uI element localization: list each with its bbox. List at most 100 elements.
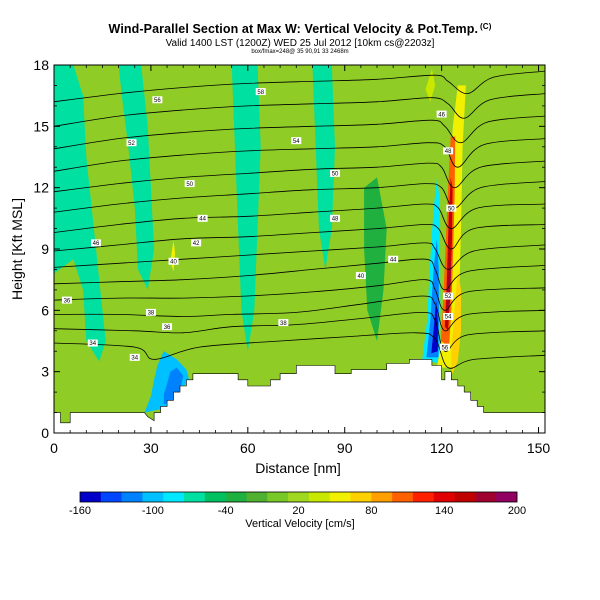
contour-label-15: 52 xyxy=(128,141,135,147)
contour-label-bg-10 xyxy=(197,214,208,222)
x-tick-label: 0 xyxy=(50,440,58,456)
y-axis-label: Height [Kft MSL] xyxy=(9,198,25,300)
theta-contour-52 xyxy=(54,160,545,193)
colorbar-label: Vertical Velocity [cm/s] xyxy=(245,518,354,530)
contour-label-bg-23 xyxy=(443,312,454,320)
contour-label-10: 44 xyxy=(199,217,206,223)
colorbar-tick-label: -160 xyxy=(69,505,91,517)
theta-contour-40 xyxy=(54,279,545,311)
theta-contour-60 xyxy=(54,70,545,103)
y-tick-label: 18 xyxy=(33,57,49,73)
colorbar-swatch-4 xyxy=(163,492,185,502)
theta-contour-42 xyxy=(54,258,545,291)
contour-label-11: 46 xyxy=(93,241,100,247)
contour-label-bg-9 xyxy=(388,255,399,263)
colorbar-frame xyxy=(79,491,518,503)
velocity-region-6 xyxy=(163,367,184,405)
velocity-region-0 xyxy=(54,65,106,362)
theta-contour-44 xyxy=(54,242,545,270)
colorbar-swatch-10 xyxy=(288,492,310,502)
contour-label-bg-6 xyxy=(278,319,289,327)
y-tick-label: 3 xyxy=(41,364,49,380)
contour-label-1: 36 xyxy=(64,298,71,304)
colorbar-swatch-6 xyxy=(204,492,226,502)
colorbar-swatch-7 xyxy=(225,492,247,502)
contour-label-5: 36 xyxy=(164,325,171,331)
colorbar-tick-label: -40 xyxy=(218,505,234,517)
theta-contour-54 xyxy=(54,138,545,172)
contour-label-12: 48 xyxy=(332,217,339,223)
contour-label-bg-4 xyxy=(129,353,140,361)
contour-label-bg-19 xyxy=(436,110,447,118)
colorbar-swatch-5 xyxy=(184,492,206,502)
y-tick-label: 0 xyxy=(41,425,49,441)
contour-label-bg-24 xyxy=(439,343,450,351)
chart-title-text: Wind-Parallel Section at Max W: Vertical… xyxy=(108,22,479,36)
theta-contour-56 xyxy=(54,115,545,150)
colorbar-swatch-12 xyxy=(329,492,351,502)
contour-label-bg-12 xyxy=(330,214,341,222)
colorbar-swatch-9 xyxy=(267,492,289,502)
velocity-region-5 xyxy=(144,351,190,413)
theta-contour-38 xyxy=(54,295,545,332)
contour-label-18: 58 xyxy=(257,90,264,96)
colorbar-swatch-11 xyxy=(308,492,331,502)
contour-label-14: 50 xyxy=(332,172,339,178)
contour-label-21: 50 xyxy=(448,206,455,212)
contour-label-19: 46 xyxy=(438,112,445,118)
contour-label-bg-3 xyxy=(168,257,179,265)
colorbar-swatch-13 xyxy=(350,492,372,502)
contour-label-6: 38 xyxy=(280,321,287,327)
colorbar-swatch-20 xyxy=(496,492,518,502)
contour-label-22: 52 xyxy=(445,294,452,300)
chart-subtitle: Valid 1400 LST (1200Z) WED 25 Jul 2012 [… xyxy=(165,38,435,49)
contour-label-bg-7 xyxy=(355,272,366,280)
y-tick-label: 15 xyxy=(33,118,49,134)
colorbar-tick-label: 140 xyxy=(435,505,453,517)
y-tick-label: 9 xyxy=(41,241,49,257)
contour-label-23: 54 xyxy=(445,315,452,321)
contour-label-bg-0 xyxy=(87,339,98,347)
contour-label-bg-22 xyxy=(443,292,454,300)
colorbar-tick-label: 80 xyxy=(365,505,377,517)
contour-label-bg-11 xyxy=(90,239,101,247)
colorbar: -160 -100 -40 20 80 140 200 xyxy=(69,491,526,517)
contour-label-bg-17 xyxy=(152,96,163,104)
contour-label-8: 42 xyxy=(193,241,200,247)
y-tick-label: 6 xyxy=(41,302,49,318)
contour-label-bg-5 xyxy=(162,323,173,331)
contour-label-bg-20 xyxy=(443,147,454,155)
velocity-region-1 xyxy=(118,65,155,290)
colorbar-swatch-14 xyxy=(371,492,393,502)
contour-label-17: 56 xyxy=(154,98,161,104)
x-tick-label: 90 xyxy=(337,440,353,456)
contour-label-bg-13 xyxy=(184,180,195,188)
theta-contour-58 xyxy=(54,93,545,127)
contour-label-bg-2 xyxy=(145,308,156,316)
plot-area: 34 36 38 40 34 36 38 40 42 44 44 46 48 50 50 52 54 56 58 46… xyxy=(54,65,545,433)
colorbar-tick-label: 200 xyxy=(508,505,526,517)
terrain-mask xyxy=(54,359,545,433)
contour-label-20: 48 xyxy=(445,149,452,155)
contour-labels: 34 36 38 40 34 36 38 40 42 44 44 46 48 50 50 52 54 56 58 46… xyxy=(61,88,457,362)
contour-label-bg-1 xyxy=(61,296,72,304)
contour-label-bg-16 xyxy=(291,137,302,145)
colorbar-swatch-15 xyxy=(392,492,414,502)
colorbar-swatch-18 xyxy=(454,492,476,502)
x-axis-label: Distance [nm] xyxy=(255,460,341,476)
copyright-mark: (C) xyxy=(480,22,492,31)
colorbar-tick-label: 20 xyxy=(292,505,304,517)
velocity-region-2 xyxy=(231,65,261,352)
contour-label-bg-18 xyxy=(255,88,266,96)
contour-label-4: 34 xyxy=(131,356,138,362)
theta-contour-48 xyxy=(54,203,545,233)
y-tick-label: 12 xyxy=(33,180,49,196)
colorbar-swatch-2 xyxy=(121,492,143,502)
velocity-region-4 xyxy=(364,177,387,341)
contour-label-bg-15 xyxy=(126,139,137,147)
theta-contour-34 xyxy=(54,332,545,369)
colorbar-swatch-19 xyxy=(475,492,497,502)
contour-label-13: 50 xyxy=(186,182,193,188)
